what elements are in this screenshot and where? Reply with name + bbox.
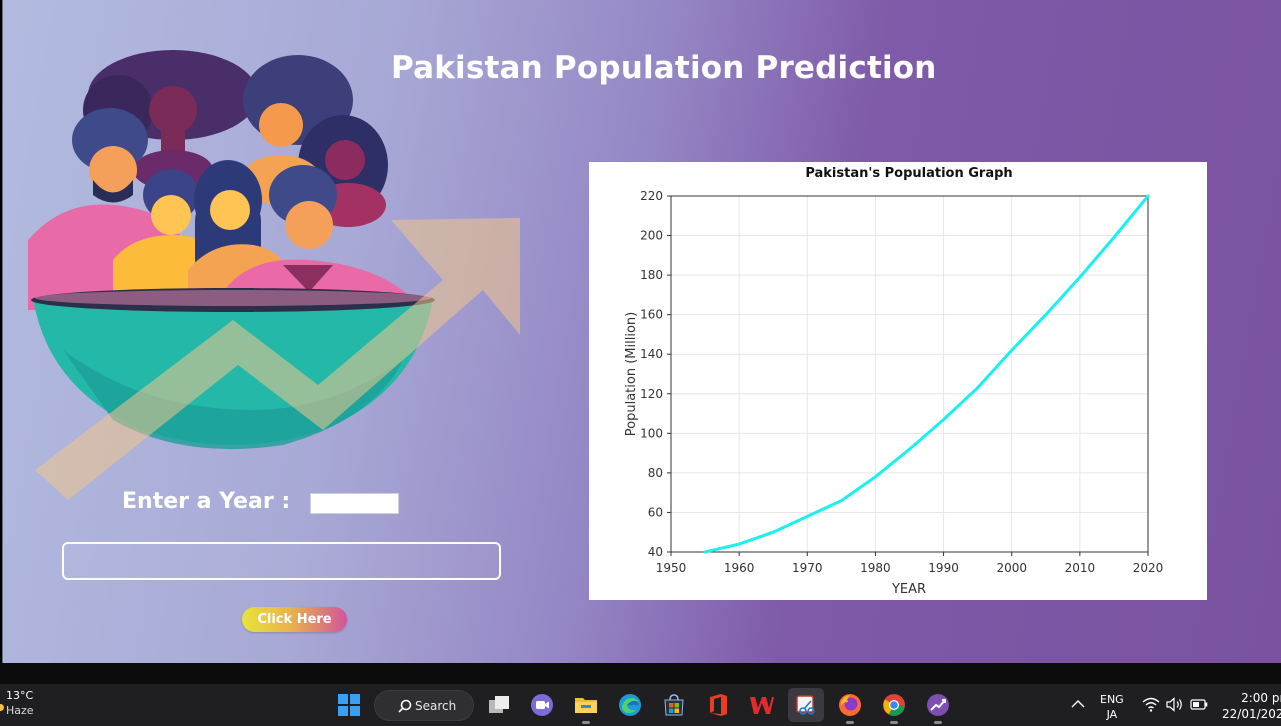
volume-icon[interactable] (1166, 697, 1184, 712)
x-tick-label: 1990 (928, 561, 959, 575)
windows-logo-icon (338, 694, 360, 716)
y-axis-label: Population (Million) (624, 312, 639, 436)
chevron-up-icon[interactable] (1071, 699, 1085, 709)
plot-frame (670, 195, 1149, 553)
clock-time: 2:00 pm (1241, 691, 1281, 705)
clock-date: 22/01/2023 (1222, 707, 1281, 721)
y-tick-label: 60 (648, 505, 663, 519)
x-tick-label: 1970 (792, 561, 823, 575)
predict-button[interactable]: Click Here (242, 607, 347, 632)
people-growth-illustration (28, 50, 520, 500)
taskbar-search[interactable]: Search (374, 690, 474, 721)
weather-widget[interactable]: 13°C Haze (6, 688, 34, 718)
y-tick-label: 140 (640, 347, 663, 361)
x-tick-label: 2020 (1133, 561, 1164, 575)
firefox-icon (839, 694, 861, 716)
app-window: Pakistan Population Prediction Enter a Y… (2, 0, 1281, 663)
office-icon (710, 694, 727, 716)
office-button[interactable] (705, 692, 731, 718)
snipping-tool-button[interactable] (788, 688, 824, 722)
folder-icon (575, 698, 597, 713)
input-language[interactable]: ENG JA (1100, 692, 1124, 722)
python-app-button[interactable] (925, 692, 951, 724)
language-top: ENG (1100, 693, 1124, 706)
y-tick-label: 180 (640, 268, 663, 282)
x-tick-label: 2000 (996, 561, 1027, 575)
x-tick-label: 1950 (656, 561, 687, 575)
edge-browser-button[interactable] (617, 692, 643, 718)
population-chart-svg: 1950 1960 1970 1980 1990 2000 2010 2020 40 60 80 10… (624, 166, 1164, 597)
window-gap (0, 663, 1281, 684)
y-tick-label: 220 (640, 189, 663, 203)
page-title: Pakistan Population Prediction (391, 50, 937, 86)
year-label: Enter a Year : (122, 489, 291, 514)
battery-icon[interactable] (1190, 699, 1208, 710)
prediction-result-box (62, 542, 501, 580)
edge-icon (619, 694, 641, 716)
file-explorer-button[interactable] (573, 692, 599, 724)
taskbar: 13°C Haze Search (0, 684, 1281, 726)
chrome-icon (883, 694, 905, 716)
weather-condition: Haze (6, 704, 34, 717)
wps-icon (750, 697, 774, 714)
x-tick-label: 1960 (724, 561, 755, 575)
graph-app-icon (927, 694, 949, 716)
weather-temperature: 13°C (6, 689, 34, 702)
language-bottom: JA (1106, 708, 1118, 721)
wps-office-button[interactable] (749, 692, 775, 718)
x-tick-label: 2010 (1065, 561, 1096, 575)
weather-icon (0, 704, 4, 711)
search-icon (398, 699, 412, 713)
y-tick-label: 200 (640, 229, 663, 243)
chart-title: Pakistan's Population Graph (805, 166, 1012, 181)
population-series-line (703, 194, 1150, 554)
search-label: Search (415, 698, 457, 713)
chrome-button[interactable] (881, 692, 907, 724)
microsoft-store-button[interactable] (661, 692, 687, 718)
y-tick-label: 120 (640, 387, 663, 401)
snipping-tool-icon (796, 695, 815, 715)
teams-chat-button[interactable] (529, 692, 555, 718)
firefox-button[interactable] (837, 692, 863, 724)
y-tick-label: 40 (648, 545, 663, 559)
y-tick-label: 100 (640, 426, 663, 440)
year-input[interactable] (310, 493, 399, 514)
y-tick-label: 160 (640, 308, 663, 322)
task-view-icon (489, 696, 509, 713)
store-bag-icon (664, 694, 684, 716)
task-view-button[interactable] (486, 692, 512, 718)
x-axis-label: YEAR (891, 582, 926, 597)
start-button[interactable] (336, 692, 362, 718)
y-tick-label: 80 (648, 466, 663, 480)
system-clock[interactable]: 2:00 pm 22/01/2023 (1222, 690, 1281, 722)
teams-chat-icon (531, 694, 553, 716)
wifi-icon[interactable] (1142, 697, 1160, 712)
x-tick-label: 1980 (860, 561, 891, 575)
population-chart: 1950 1960 1970 1980 1990 2000 2010 2020 40 60 80 10… (589, 162, 1207, 600)
